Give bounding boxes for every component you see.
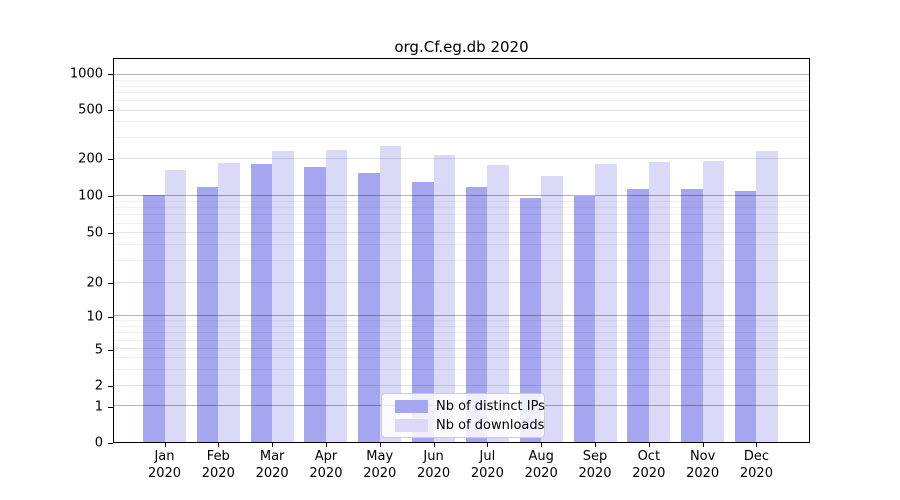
y-tick-mark (108, 407, 113, 409)
bar-distinct-ips (304, 166, 326, 442)
bar-group-mar: Mar 2020 (250, 59, 294, 481)
x-tick-mark (379, 443, 381, 447)
bar-group-oct: Oct 2020 (627, 59, 671, 481)
bar-downloads (164, 169, 186, 442)
bar-group-jul: Jul 2020 (465, 59, 509, 481)
legend-row: Nb of downloads (390, 416, 544, 435)
y-axis-tick-label: 20 (86, 275, 103, 291)
x-tick-mark (218, 443, 220, 447)
bar-distinct-ips (465, 187, 488, 442)
x-tick-mark (487, 443, 489, 447)
bar-group-nov: Nov 2020 (681, 59, 725, 481)
legend-swatch-distinct-ips (395, 399, 428, 413)
y-axis-tick-label: 100 (78, 188, 103, 204)
bar-group-feb: Feb 2020 (196, 59, 240, 481)
y-tick-mark (108, 74, 113, 76)
bar-downloads (487, 164, 509, 442)
x-tick-mark (325, 443, 327, 447)
x-axis-month-label: Oct 2020 (632, 449, 666, 481)
x-axis-month-label: Feb 2020 (201, 449, 235, 481)
x-tick-mark (702, 443, 704, 447)
y-axis-tick-label: 1000 (69, 66, 103, 82)
bar-downloads (648, 162, 671, 442)
y-axis-tick-label: 50 (86, 225, 103, 241)
x-axis-month-label: Mar 2020 (255, 449, 289, 481)
y-tick-mark (108, 110, 113, 111)
y-axis-tick-label: 10 (86, 309, 103, 325)
x-tick-mark (756, 443, 758, 447)
y-tick-mark (108, 349, 113, 351)
y-tick-mark (108, 282, 113, 284)
legend-swatch-downloads (395, 418, 428, 432)
bar-distinct-ips (681, 189, 703, 442)
x-tick-mark (648, 443, 650, 447)
y-axis-tick-label: 500 (78, 102, 103, 118)
x-axis-month-label: Jan 2020 (147, 449, 182, 481)
bar-group-may: May 2020 (358, 59, 402, 481)
bar-group-apr: Apr 2020 (304, 59, 348, 481)
y-axis-tick-label: 5 (94, 342, 103, 358)
legend-label-downloads: Nb of downloads (436, 417, 545, 433)
bar-group-jun: Jun 2020 (412, 59, 456, 481)
bar-group-jan: Jan 2020 (143, 59, 186, 481)
bar-downloads (325, 149, 348, 442)
x-tick-mark (433, 443, 435, 447)
x-axis-month-label: Sep 2020 (578, 449, 612, 481)
legend-label-distinct-ips: Nb of distinct IPs (436, 398, 545, 414)
legend: Nb of distinct IPs Nb of downloads (381, 393, 545, 438)
chart-title: org.Cf.eg.db 2020 (394, 38, 529, 56)
y-axis-tick-label: 2 (94, 378, 103, 394)
y-axis-tick-label: 200 (78, 151, 103, 166)
bar-downloads (756, 151, 778, 442)
y-tick-mark (108, 195, 113, 197)
x-tick-mark (541, 443, 543, 447)
y-tick-mark (108, 158, 113, 160)
y-tick-mark (108, 316, 113, 318)
x-tick-mark (595, 443, 596, 447)
y-axis-tick-label: 1 (94, 399, 103, 415)
bar-distinct-ips (627, 188, 649, 442)
bar-group-aug: Aug 2020 (519, 59, 563, 481)
bar-distinct-ips (143, 194, 165, 442)
x-tick-mark (164, 443, 166, 447)
bar-distinct-ips (358, 172, 380, 442)
bar-downloads (218, 162, 240, 442)
plot-area: Jan 2020 Feb 2020 Mar 2020 Apr 2020 May 2020 Jun 20… (113, 58, 810, 481)
bar-downloads (702, 161, 725, 442)
x-axis-month-label: Jun 2020 (417, 449, 451, 481)
bar-distinct-ips (573, 195, 595, 442)
bar-group-dec: Dec 2020 (734, 59, 778, 481)
bar-downloads (541, 176, 563, 442)
bar-distinct-ips (519, 198, 542, 442)
y-axis-tick-label: 0 (94, 435, 103, 451)
bar-downloads (379, 146, 402, 442)
y-tick-mark (108, 386, 113, 388)
bar-distinct-ips (412, 182, 434, 442)
legend-row: Nb of distinct IPs (390, 397, 545, 416)
x-axis-month-label: Aug 2020 (524, 449, 558, 481)
x-axis-month-label: Dec 2020 (739, 449, 773, 481)
x-axis-month-label: Apr 2020 (309, 449, 343, 481)
bar-downloads (433, 155, 456, 442)
bar-distinct-ips (734, 191, 757, 442)
y-tick-mark (108, 443, 113, 444)
x-axis-month-label: Jul 2020 (470, 449, 504, 481)
bar-downloads (595, 163, 617, 442)
bar-downloads (272, 150, 294, 442)
bar-group-sep: Sep 2020 (573, 59, 617, 481)
x-tick-mark (272, 443, 274, 447)
bars-layer: Jan 2020 Feb 2020 Mar 2020 Apr 2020 May 2020 Jun 20… (114, 59, 809, 481)
bar-distinct-ips (250, 164, 273, 442)
x-axis-month-label: May 2020 (363, 449, 397, 481)
x-axis-month-label: Nov 2020 (686, 449, 720, 481)
y-tick-mark (108, 233, 113, 235)
bar-distinct-ips (196, 186, 219, 442)
